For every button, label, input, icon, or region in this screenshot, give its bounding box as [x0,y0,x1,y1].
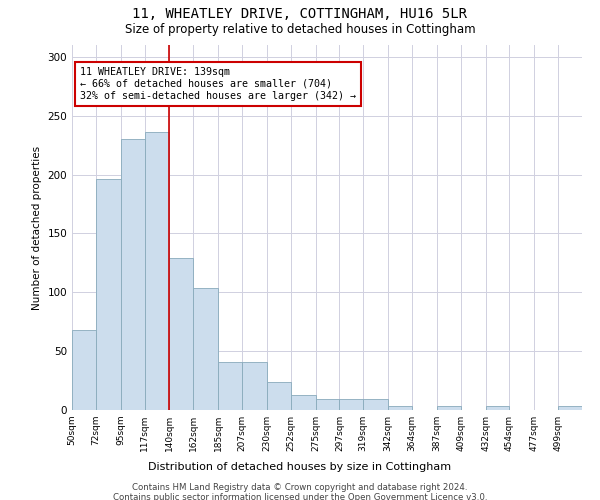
Y-axis label: Number of detached properties: Number of detached properties [32,146,42,310]
Bar [558,406,582,410]
Bar [437,406,461,410]
Bar [193,288,218,410]
Bar [267,382,291,410]
Text: Contains public sector information licensed under the Open Government Licence v3: Contains public sector information licen… [113,493,487,500]
Bar [340,400,363,410]
Bar [485,406,509,410]
Bar [363,400,388,410]
Text: 11, WHEATLEY DRIVE, COTTINGHAM, HU16 5LR: 11, WHEATLEY DRIVE, COTTINGHAM, HU16 5LR [133,8,467,22]
Bar [96,179,121,410]
Bar [72,330,96,410]
Text: Contains HM Land Registry data © Crown copyright and database right 2024.: Contains HM Land Registry data © Crown c… [132,484,468,492]
Bar [291,394,316,410]
Bar [145,132,169,410]
Bar [169,258,193,410]
Text: Size of property relative to detached houses in Cottingham: Size of property relative to detached ho… [125,22,475,36]
Text: Distribution of detached houses by size in Cottingham: Distribution of detached houses by size … [148,462,452,472]
Bar [218,362,242,410]
Text: 11 WHEATLEY DRIVE: 139sqm
← 66% of detached houses are smaller (704)
32% of semi: 11 WHEATLEY DRIVE: 139sqm ← 66% of detac… [80,68,356,100]
Bar [388,406,412,410]
Bar [316,400,340,410]
Bar [121,139,145,410]
Bar [242,362,267,410]
